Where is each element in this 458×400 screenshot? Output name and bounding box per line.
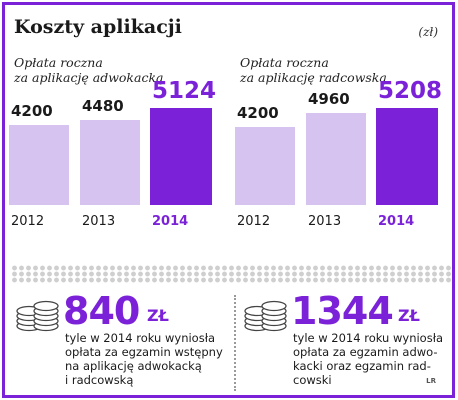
bar-value-label: 4960	[308, 90, 350, 108]
chart-1-title: Opłata roczna za aplikację adwokacką	[14, 55, 163, 85]
fact-1-line-2: opłata za egzamin wstępny	[65, 345, 223, 359]
x-tick-label: 2012	[237, 214, 271, 229]
credit-label: LR	[426, 377, 436, 385]
bar-2012	[235, 127, 295, 205]
bar-value-label: 4200	[237, 104, 279, 122]
chart-2-title: Opłata roczna za aplikację radcowską	[240, 55, 387, 85]
infographic-frame: Koszty aplikacji (zł) Opłata roczna za a…	[2, 2, 455, 398]
bar-2013	[306, 113, 366, 205]
fact-1-line-1: tyle w 2014 roku wyniosła	[65, 331, 216, 345]
chart-2-title-line-2: za aplikację radcowską	[240, 70, 387, 85]
coin-stack-icon	[244, 300, 287, 332]
fact-2-description: tyle w 2014 roku wyniosła opłata za egza…	[293, 331, 443, 387]
x-tick-label: 2014	[378, 214, 415, 229]
fact-1-description: tyle w 2014 roku wyniosła opłata za egza…	[65, 331, 223, 387]
fact-1-currency: ZŁ	[147, 306, 169, 325]
bar-value-label: 5208	[378, 78, 443, 104]
bar-value-label: 4480	[82, 97, 124, 115]
bar-2013	[80, 120, 140, 205]
fact-2-currency: ZŁ	[398, 306, 420, 325]
page-title: Koszty aplikacji	[14, 16, 182, 38]
bar-2014	[376, 108, 438, 205]
dotted-separator	[11, 265, 452, 283]
fact-1-amount: 840	[63, 289, 140, 333]
fact-2-line-3: kacki oraz egzamin rad-	[293, 359, 431, 373]
x-tick-label: 2012	[11, 214, 45, 229]
vertical-divider	[234, 295, 236, 391]
bar-value-label: 5124	[152, 78, 217, 104]
x-tick-label: 2013	[308, 214, 342, 229]
fact-2-line-4: cowski	[293, 373, 332, 387]
unit-label: (zł)	[418, 25, 438, 39]
x-tick-label: 2014	[152, 214, 189, 229]
bar-2014	[150, 108, 212, 205]
chart-1-title-line-1: Opłata roczna	[14, 55, 103, 70]
coin-stack-icon	[16, 300, 59, 332]
bar-2012	[9, 125, 69, 205]
bar-value-label: 4200	[11, 102, 53, 120]
x-tick-label: 2013	[82, 214, 116, 229]
fact-2-line-1: tyle w 2014 roku wyniosła	[293, 331, 444, 345]
fact-2-amount: 1344	[291, 289, 394, 333]
fact-1-line-3: na aplikację adwokacką	[65, 359, 202, 373]
chart-2-title-line-1: Opłata roczna	[240, 55, 329, 70]
fact-1-line-4: i radcowską	[65, 373, 134, 387]
chart-1-title-line-2: za aplikację adwokacką	[14, 70, 164, 85]
fact-2-line-2: opłata za egzamin adwo-	[293, 345, 438, 359]
